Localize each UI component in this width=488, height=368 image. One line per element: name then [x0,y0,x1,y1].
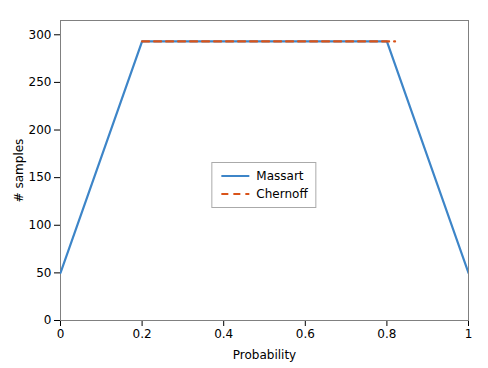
svg-text:0.4: 0.4 [214,327,233,341]
svg-text:300: 300 [29,28,52,42]
svg-text:50: 50 [36,266,51,280]
svg-text:0: 0 [57,327,65,341]
svg-text:# samples: # samples [12,139,26,203]
svg-text:Probability: Probability [233,348,296,362]
svg-text:1: 1 [465,327,473,341]
svg-text:0: 0 [44,313,52,327]
svg-text:0.6: 0.6 [296,327,315,341]
svg-text:100: 100 [29,218,52,232]
svg-text:0.2: 0.2 [133,327,152,341]
svg-text:150: 150 [29,170,52,184]
html-text:Chernoff: Chernoff [256,187,308,201]
html-text:Massart: Massart [256,169,304,183]
svg-text:200: 200 [29,123,52,137]
svg-text:0.8: 0.8 [377,327,396,341]
svg-text:250: 250 [29,75,52,89]
